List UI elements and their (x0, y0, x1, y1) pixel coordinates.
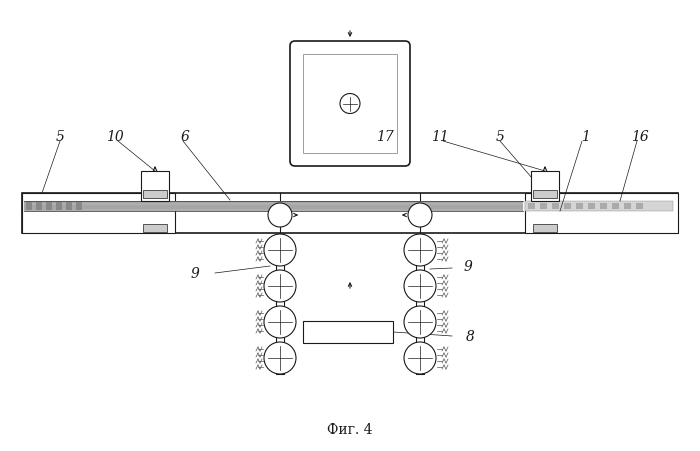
Bar (143, 225, 167, 232)
Bar (624, 203, 631, 210)
Bar (22, 193, 175, 234)
Bar (66, 202, 72, 211)
Bar (525, 193, 678, 234)
Circle shape (404, 342, 436, 374)
Text: 10: 10 (106, 130, 124, 144)
Bar (576, 203, 583, 210)
Bar (564, 203, 571, 210)
Bar (636, 203, 643, 210)
Text: 16: 16 (631, 130, 649, 144)
Text: 5: 5 (55, 130, 64, 144)
Bar (24, 202, 523, 212)
Circle shape (264, 342, 296, 374)
Bar (141, 172, 169, 202)
Circle shape (268, 203, 292, 227)
Text: 6: 6 (181, 130, 190, 144)
Bar (36, 202, 42, 211)
Text: 9: 9 (190, 267, 199, 281)
Bar (600, 203, 607, 210)
Bar (26, 202, 32, 211)
Bar (76, 202, 82, 211)
Bar (552, 203, 559, 210)
Circle shape (264, 306, 296, 338)
Circle shape (404, 235, 436, 267)
Bar (533, 225, 557, 232)
Circle shape (408, 203, 432, 227)
Text: 8: 8 (466, 329, 475, 343)
Circle shape (264, 235, 296, 267)
Circle shape (404, 271, 436, 302)
Bar (303, 55, 397, 154)
Bar (22, 193, 678, 234)
FancyBboxPatch shape (290, 42, 410, 166)
Text: 1: 1 (580, 130, 589, 144)
Circle shape (404, 306, 436, 338)
Bar (46, 202, 52, 211)
Bar (533, 191, 557, 198)
Bar (276, 235, 284, 374)
Bar (416, 235, 424, 374)
Text: 9: 9 (463, 259, 473, 273)
Text: Фиг. 4: Фиг. 4 (328, 422, 372, 436)
Bar (56, 202, 62, 211)
Bar (612, 203, 619, 210)
Bar (588, 203, 595, 210)
Circle shape (340, 94, 360, 114)
Bar (143, 191, 167, 198)
Text: 17: 17 (376, 130, 394, 144)
Bar (525, 202, 673, 212)
Bar (531, 172, 559, 202)
Bar (528, 203, 535, 210)
Circle shape (264, 271, 296, 302)
Bar (303, 321, 393, 343)
Text: 11: 11 (431, 130, 449, 144)
Bar (540, 203, 547, 210)
Text: 5: 5 (496, 130, 505, 144)
